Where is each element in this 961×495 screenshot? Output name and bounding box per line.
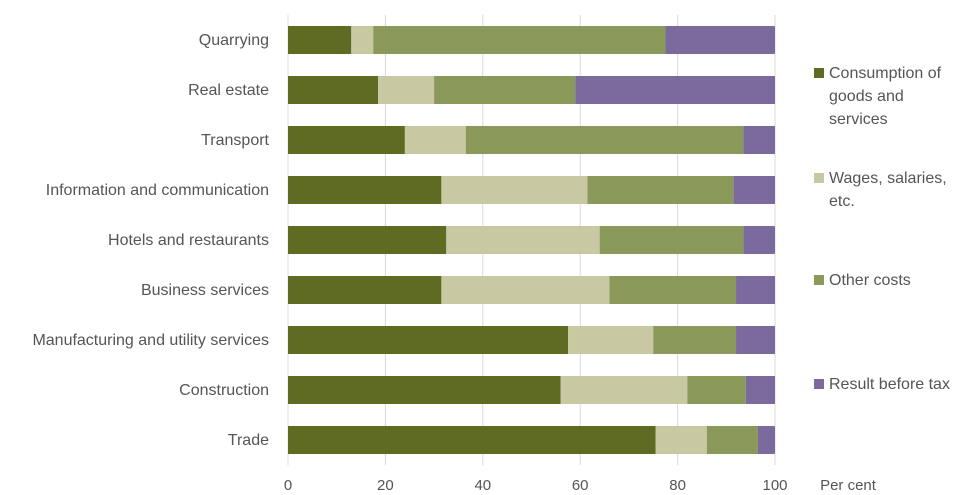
category-label: Quarrying xyxy=(199,32,269,49)
x-axis-label: Per cent xyxy=(820,477,877,494)
bar-segment xyxy=(288,76,378,104)
x-tick-label: 60 xyxy=(572,477,589,494)
category-label: Manufacturing and utility services xyxy=(32,332,269,349)
bar-segment xyxy=(466,126,744,154)
legend-swatch xyxy=(814,68,824,78)
bar-segment xyxy=(736,276,775,304)
bar-segment xyxy=(758,426,775,454)
bar-segment xyxy=(446,226,599,254)
bar-segment xyxy=(734,176,775,204)
bar-segment xyxy=(373,26,665,54)
bar-segment xyxy=(288,176,441,204)
bar-segment xyxy=(288,26,351,54)
bar-segment xyxy=(609,276,736,304)
legend-item: Wages, salaries, etc. xyxy=(814,170,947,210)
bar-segment xyxy=(707,426,758,454)
category-label: Trade xyxy=(228,432,269,449)
bar-segment xyxy=(665,26,775,54)
x-axis-tick-labels: 0 20 40 60 80 100 xyxy=(284,477,788,494)
bar-segment xyxy=(288,226,446,254)
category-label: Transport xyxy=(201,132,269,149)
x-tick-label: 80 xyxy=(669,477,686,494)
bar-segment xyxy=(743,226,775,254)
bar-segment xyxy=(736,326,775,354)
bar-segment xyxy=(288,376,561,404)
bar-segment xyxy=(575,76,775,104)
category-label: Business services xyxy=(141,282,269,299)
category-label: Information and communication xyxy=(46,182,269,199)
x-tick-label: 100 xyxy=(762,477,787,494)
category-label: Real estate xyxy=(188,82,269,99)
x-tick-label: 40 xyxy=(474,477,491,494)
bars xyxy=(288,26,775,454)
x-tick-label: 0 xyxy=(284,477,292,494)
category-label: Hotels and restaurants xyxy=(108,232,269,249)
bar-segment xyxy=(434,76,575,104)
legend-item: Other costs xyxy=(814,272,911,289)
bar-segment xyxy=(588,176,734,204)
bar-segment xyxy=(441,176,587,204)
legend-label: Consumption of goods and services xyxy=(829,65,942,128)
legend: Consumption of goods and services Wages, sa… xyxy=(814,65,950,393)
bar-segment xyxy=(743,126,775,154)
bar-segment xyxy=(561,376,688,404)
bar-segment xyxy=(288,326,568,354)
legend-label: Wages, salaries, etc. xyxy=(829,170,947,210)
bar-segment xyxy=(351,26,373,54)
bar-segment xyxy=(288,426,656,454)
legend-swatch xyxy=(814,379,824,389)
bar-segment xyxy=(288,126,405,154)
category-labels: Quarrying Real estate Transport Information… xyxy=(32,32,269,449)
legend-item: Result before tax xyxy=(814,376,950,393)
category-label: Construction xyxy=(179,382,269,399)
legend-swatch xyxy=(814,275,824,285)
bar-segment xyxy=(687,376,745,404)
bar-segment xyxy=(746,376,775,404)
legend-swatch xyxy=(814,173,824,183)
bar-segment xyxy=(600,226,744,254)
bar-segment xyxy=(441,276,609,304)
legend-item: Consumption of goods and services xyxy=(814,65,942,128)
bar-segment xyxy=(405,126,466,154)
bar-segment xyxy=(656,426,707,454)
x-tick-label: 20 xyxy=(377,477,394,494)
legend-label: Other costs xyxy=(829,272,911,289)
bar-segment xyxy=(653,326,736,354)
bar-segment xyxy=(568,326,653,354)
bar-segment xyxy=(378,76,434,104)
legend-label: Result before tax xyxy=(829,376,950,393)
bar-segment xyxy=(288,276,441,304)
